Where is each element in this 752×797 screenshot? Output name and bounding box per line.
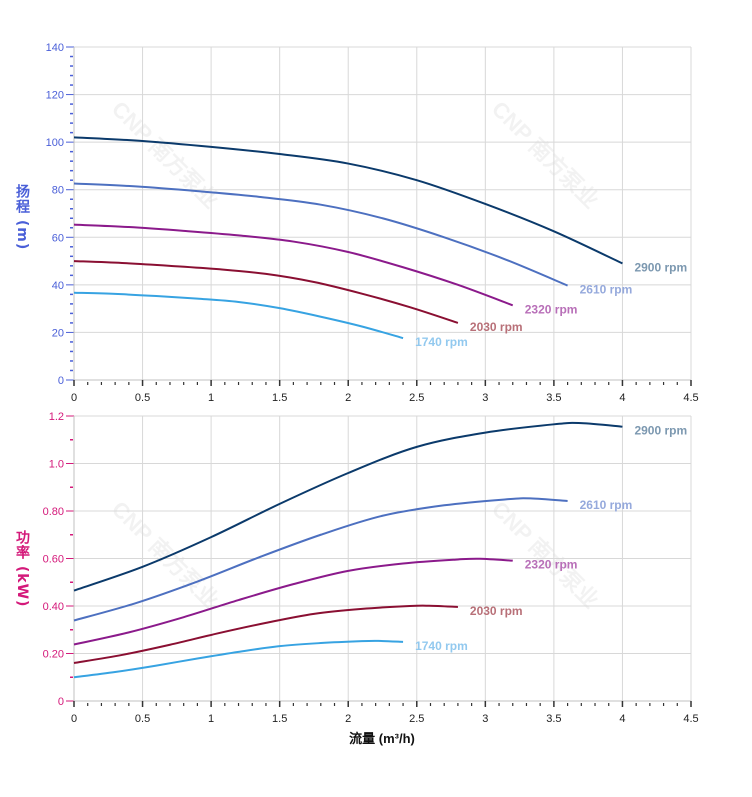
y-tick-label: 140	[46, 42, 64, 54]
series-line-1740-rpm	[73, 639, 404, 679]
y-tick-label: 0.60	[43, 554, 64, 566]
series-line-2610-rpm	[73, 182, 568, 287]
x-axis-label: 流量 (m³/h)	[349, 731, 415, 746]
series-label: 2610 rpm	[580, 498, 633, 512]
series-label: 2320 rpm	[525, 302, 578, 316]
x-tick-label: 2.5	[409, 713, 424, 725]
power-y-axis-label: 功率 (kW)	[14, 530, 30, 608]
y-tick-label: 60	[52, 232, 64, 244]
head-y-axis-label: 扬程 (m)	[14, 184, 30, 251]
series-label: 1740 rpm	[415, 335, 468, 349]
x-tick-label: 1.5	[272, 713, 287, 725]
y-tick-label: 0.20	[43, 649, 64, 661]
x-tick-label: 2.5	[409, 392, 424, 404]
x-tick-label: 4.5	[683, 713, 698, 725]
x-tick-label: 3	[482, 392, 488, 404]
series-label: 1740 rpm	[415, 639, 468, 653]
x-tick-label: 0	[71, 392, 77, 404]
series-line-2610-rpm	[73, 497, 568, 622]
y-tick-label: 0	[58, 375, 64, 387]
series-line-2320-rpm	[73, 557, 513, 646]
chart-panel-2: 0 0.20 0.40 0.60 0.80 1.0 1.2 0 0.5 1 1.5 2 2.5 3 3.5 4…	[43, 411, 699, 746]
watermark: CNP 南方泵业	[487, 496, 604, 613]
y-tick-label: 0.40	[43, 601, 64, 613]
x-tick-label: 4.5	[683, 392, 698, 404]
y-tick-label: 120	[46, 90, 64, 102]
watermark: CNP 南方泵业	[487, 96, 604, 213]
series-line-2900-rpm	[73, 136, 623, 265]
x-tick-label: 0.5	[135, 392, 150, 404]
x-tick-label: 3.5	[546, 713, 561, 725]
watermark: CNP 南方泵业	[107, 96, 224, 213]
series-line-2030-rpm	[73, 604, 458, 664]
x-tick-label: 3.5	[546, 392, 561, 404]
x-tick-label: 4	[619, 392, 625, 404]
x-tick-label: 3	[482, 713, 488, 725]
series-label: 2030 rpm	[470, 320, 523, 334]
y-tick-label: 1.2	[49, 411, 64, 423]
y-tick-label: 0	[58, 696, 64, 708]
series-label: 2900 rpm	[634, 424, 687, 438]
x-tick-label: 2	[345, 392, 351, 404]
chart-panel-1: 0 20 40 60 80 100 120 140 0 0.5 1 1.5 2 2.5 3 3.5 4 4.5 29…	[46, 42, 699, 404]
y-tick-label: 100	[46, 137, 64, 149]
y-tick-label: 20	[52, 327, 64, 339]
x-tick-label: 1	[208, 392, 214, 404]
y-tick-label: 0.80	[43, 506, 64, 518]
y-tick-label: 80	[52, 185, 64, 197]
series-line-2320-rpm	[73, 223, 514, 307]
series-line-1740-rpm	[73, 291, 404, 340]
x-tick-label: 2	[345, 713, 351, 725]
watermark: CNP 南方泵业	[107, 496, 224, 613]
x-tick-label: 0	[71, 713, 77, 725]
x-tick-label: 4	[619, 713, 625, 725]
series-label: 2610 rpm	[580, 283, 633, 297]
x-tick-label: 1.5	[272, 392, 287, 404]
y-tick-label: 1.0	[49, 459, 64, 471]
y-tick-label: 40	[52, 280, 64, 292]
series-label: 2900 rpm	[634, 260, 687, 274]
series-label: 2030 rpm	[470, 604, 523, 618]
series-label: 2320 rpm	[525, 558, 578, 572]
series-line-2030-rpm	[73, 260, 459, 324]
x-tick-label: 1	[208, 713, 214, 725]
x-tick-label: 0.5	[135, 713, 150, 725]
series-line-2900-rpm	[73, 421, 623, 592]
